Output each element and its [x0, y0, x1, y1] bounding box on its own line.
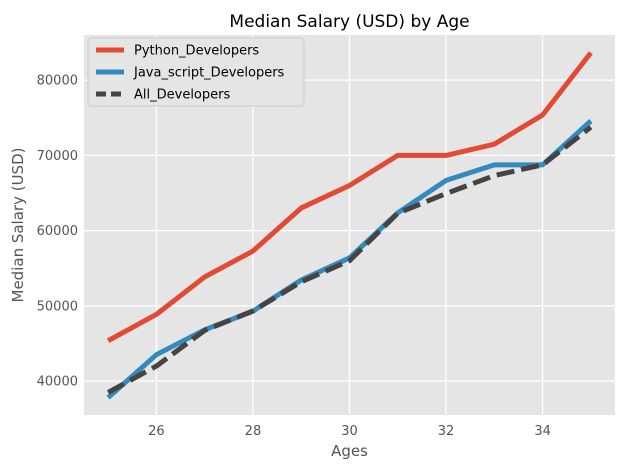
x-tick-label: 32 — [438, 424, 455, 439]
x-tick-label: 30 — [341, 424, 358, 439]
x-tick-label: 28 — [245, 424, 262, 439]
series-line-python-developers — [106, 51, 593, 343]
legend-box — [87, 37, 305, 107]
series-lines — [106, 51, 593, 400]
x-tick-label: 34 — [534, 424, 551, 439]
y-tick-label: 60000 — [37, 224, 78, 239]
legend: Python_Developers Java_script_Developers A… — [87, 37, 305, 107]
x-tick-label: 26 — [148, 424, 165, 439]
y-tick-labels: 40000 50000 60000 70000 80000 — [37, 74, 78, 390]
y-tick-label: 70000 — [37, 149, 78, 164]
y-tick-label: 50000 — [37, 299, 78, 314]
legend-items: Python_Developers Java_script_Developers A… — [96, 44, 285, 103]
x-tick-labels: 26 28 30 32 34 — [148, 424, 551, 439]
x-axis-label: Ages — [331, 442, 368, 460]
grid-lines — [84, 35, 615, 415]
y-axis-label: Median Salary (USD) — [9, 148, 27, 303]
legend-label: Java_script_Developers — [133, 66, 285, 81]
legend-label: All_Developers — [134, 88, 230, 103]
legend-label: Python_Developers — [134, 44, 259, 59]
series-line-all-developers — [106, 125, 593, 395]
chart-title: Median Salary (USD) by Age — [229, 12, 469, 32]
y-tick-label: 40000 — [37, 375, 78, 390]
y-tick-label: 80000 — [37, 74, 78, 89]
